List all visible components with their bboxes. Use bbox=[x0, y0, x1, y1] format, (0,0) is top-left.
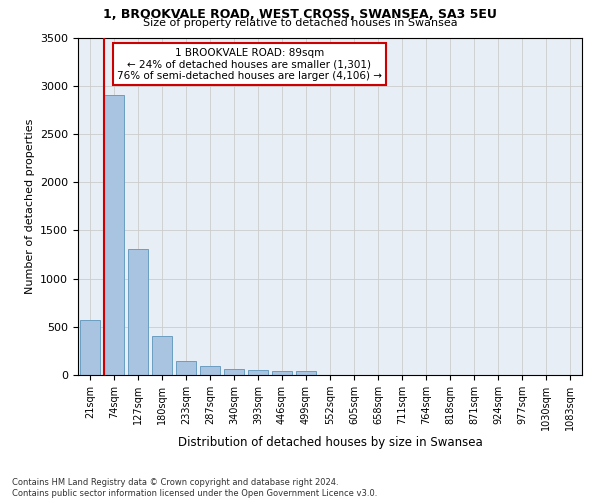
Bar bbox=[128, 248, 148, 375]
Bar bbox=[80, 320, 100, 375]
Bar bbox=[296, 371, 316, 375]
Bar bbox=[248, 370, 268, 375]
Bar bbox=[224, 368, 244, 375]
Bar bbox=[152, 336, 172, 375]
Text: 1 BROOKVALE ROAD: 89sqm
← 24% of detached houses are smaller (1,301)
76% of semi: 1 BROOKVALE ROAD: 89sqm ← 24% of detache… bbox=[117, 48, 382, 81]
Bar bbox=[176, 360, 196, 375]
Text: Contains HM Land Registry data © Crown copyright and database right 2024.
Contai: Contains HM Land Registry data © Crown c… bbox=[12, 478, 377, 498]
Bar bbox=[200, 366, 220, 375]
Y-axis label: Number of detached properties: Number of detached properties bbox=[25, 118, 35, 294]
Text: 1, BROOKVALE ROAD, WEST CROSS, SWANSEA, SA3 5EU: 1, BROOKVALE ROAD, WEST CROSS, SWANSEA, … bbox=[103, 8, 497, 20]
X-axis label: Distribution of detached houses by size in Swansea: Distribution of detached houses by size … bbox=[178, 436, 482, 448]
Text: Size of property relative to detached houses in Swansea: Size of property relative to detached ho… bbox=[143, 18, 457, 28]
Bar bbox=[104, 96, 124, 375]
Bar bbox=[272, 370, 292, 375]
